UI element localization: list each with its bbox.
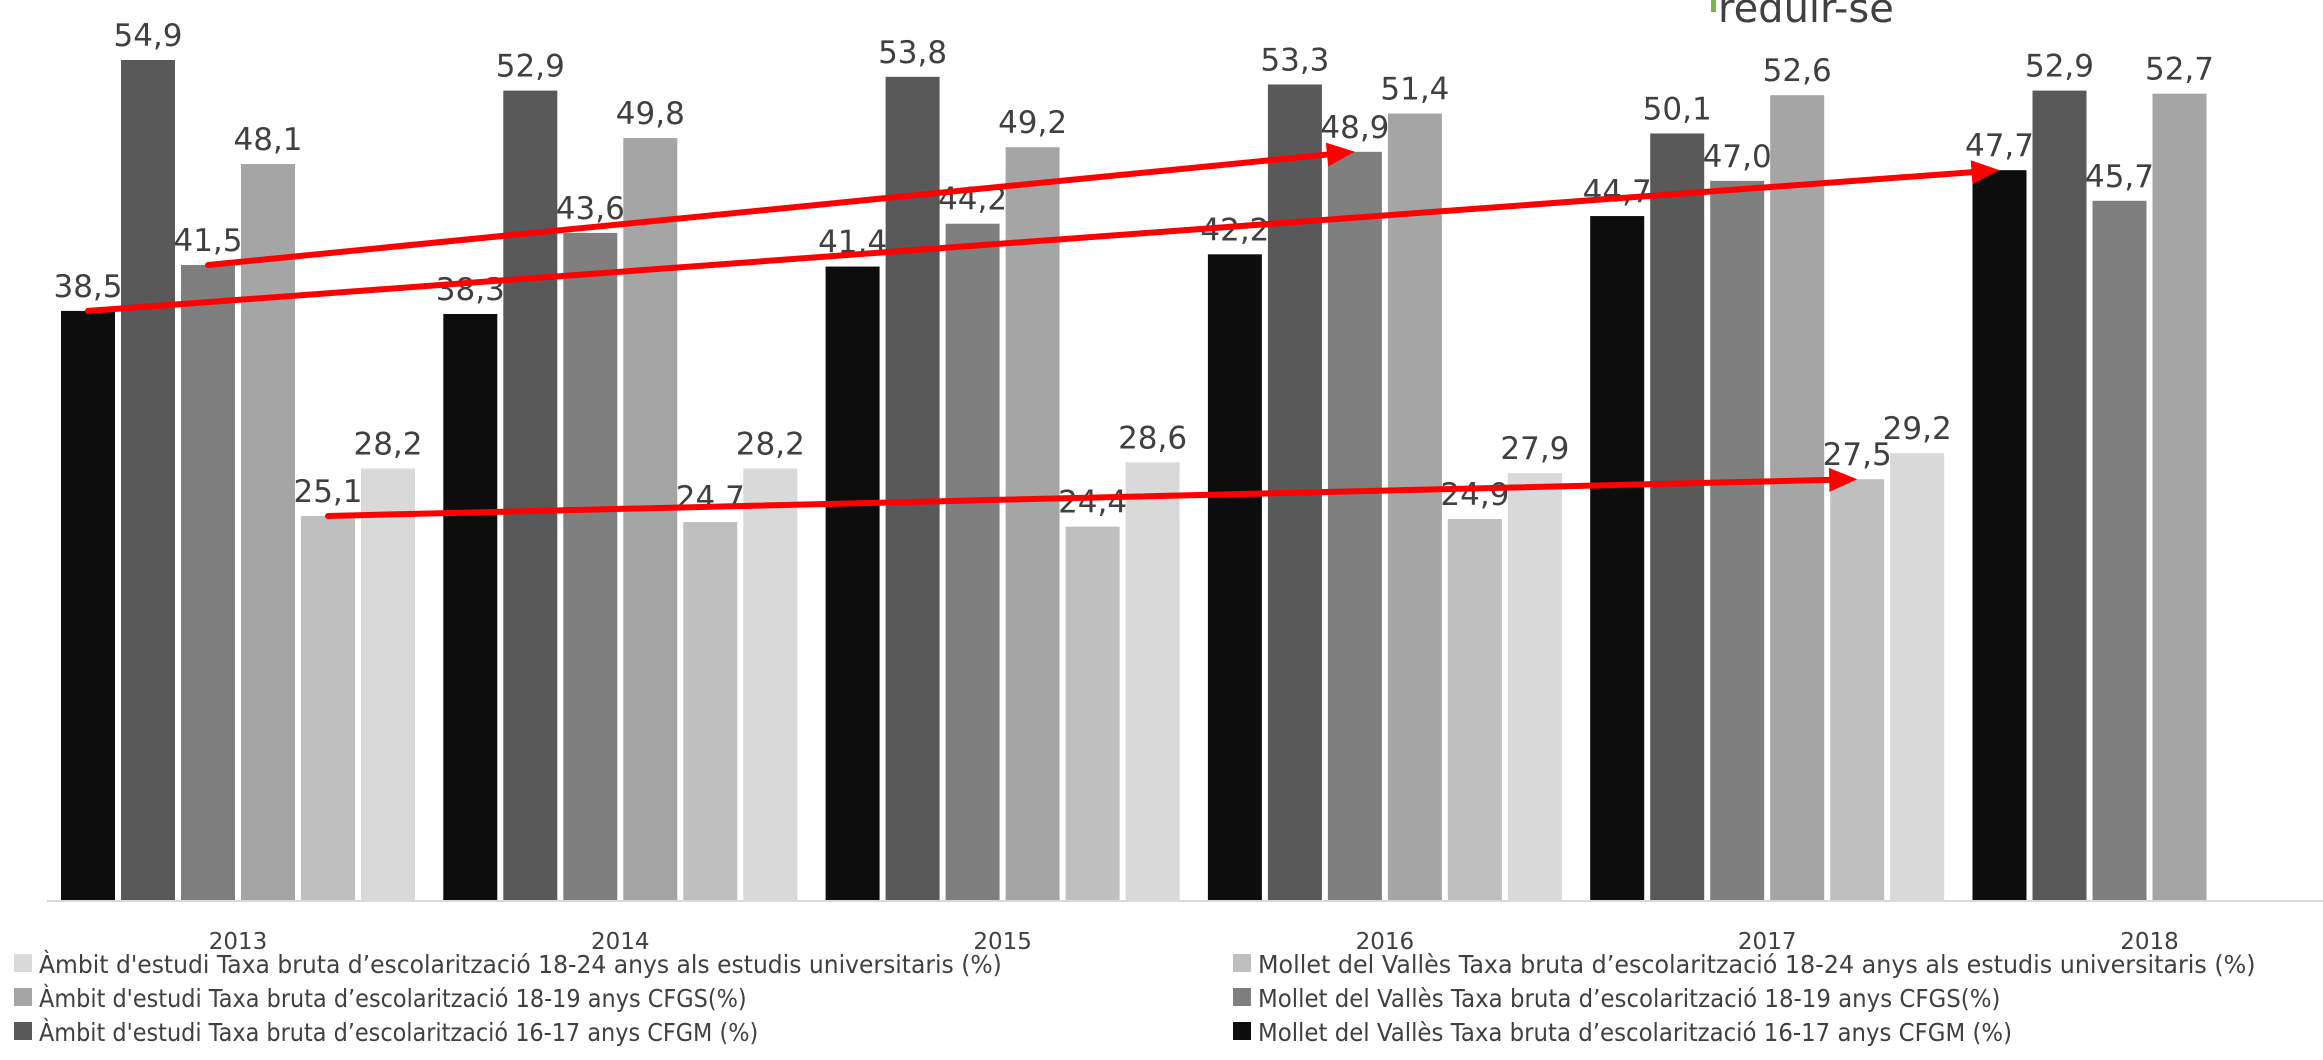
x-tick-label-2018: 2018: [2120, 929, 2179, 955]
legend-label-2: Mollet del Vallès Taxa bruta d’escolarit…: [1258, 950, 2256, 979]
bar-2016-series-3: [1327, 151, 1382, 900]
legend-swatch-6: [1233, 1022, 1251, 1040]
legend-swatch-5: [14, 1022, 32, 1040]
legend-label-3: Àmbit d'estudi Taxa bruta d’escolaritzac…: [39, 984, 747, 1013]
data-label-2018-series-3: 45,7: [2085, 159, 2154, 195]
legend-label-5: Àmbit d'estudi Taxa bruta d’escolaritzac…: [39, 1018, 758, 1047]
bar-2016-series-1: [1207, 254, 1262, 900]
bar-2013-series-3: [181, 265, 235, 900]
bar-2013-series-2: [121, 60, 175, 900]
data-label-2016-series-4: 51,4: [1380, 72, 1449, 108]
data-label-2017-series-1: 44,7: [1583, 174, 1652, 210]
data-label-2013-series-3: 41,5: [173, 223, 242, 259]
data-label-2013-series-6: 28,2: [353, 427, 422, 463]
corner-accent-mark: [1711, 0, 1716, 12]
bar-2013-series-1: [61, 310, 115, 900]
data-label-2018-series-4: 52,7: [2145, 52, 2214, 88]
bar-2015-series-5: [1065, 526, 1120, 900]
legend-label-4: Mollet del Vallès Taxa bruta d’escolarit…: [1258, 984, 2000, 1013]
bar-2013-series-5: [301, 515, 355, 900]
bar-2015-series-3: [945, 223, 1000, 901]
bar-2018-series-4: [2152, 93, 2207, 901]
data-label-2016-series-3: 48,9: [1320, 110, 1389, 146]
legend-swatch-2: [1233, 954, 1251, 972]
data-label-2015-series-6: 28,6: [1118, 420, 1187, 456]
bar-2017-series-1: [1590, 216, 1645, 901]
trend-arrow-line-1: [205, 151, 1331, 269]
data-label-2016-series-6: 27,9: [1500, 431, 1569, 467]
bar-2016-series-5: [1447, 519, 1502, 900]
data-label-2013-series-5: 25,1: [293, 474, 362, 510]
trend-arrow-head-2: [1970, 160, 2000, 185]
corner-cut-text: reduir-se: [1718, 0, 1894, 32]
bar-2017-series-3: [1710, 180, 1765, 900]
x-tick-label-2014: 2014: [591, 929, 650, 955]
bar-2015-series-4: [1005, 147, 1060, 900]
x-tick-label-2015: 2015: [973, 929, 1032, 955]
bar-2014-series-3: [563, 232, 618, 900]
bar-2013-series-4: [241, 164, 295, 901]
x-tick-label-2016: 2016: [1356, 929, 1415, 955]
bar-2015-series-2: [885, 76, 940, 900]
bar-2018-series-2: [2032, 90, 2087, 901]
bar-2015-series-1: [825, 266, 880, 900]
data-label-2018-series-2: 52,9: [2025, 49, 2094, 85]
bar-2014-series-4: [623, 138, 678, 901]
bar-2015-series-6: [1125, 462, 1180, 900]
bar-2017-series-4: [1770, 95, 1825, 900]
legend-swatch-3: [14, 988, 32, 1006]
legend-label-1: Àmbit d'estudi Taxa bruta d’escolaritzac…: [39, 950, 1002, 979]
x-tick-label-2017: 2017: [1738, 929, 1797, 955]
data-label-2017-series-3: 47,0: [1703, 139, 1772, 175]
data-label-2017-series-6: 29,2: [1883, 411, 1952, 447]
bar-2017-series-5: [1830, 479, 1885, 900]
bar-2014-series-1: [443, 313, 498, 900]
bar-2017-series-6: [1890, 453, 1945, 900]
data-label-2014-series-2: 52,9: [496, 49, 565, 85]
data-label-2015-series-2: 53,8: [878, 35, 947, 71]
bar-2018-series-3: [2092, 200, 2147, 901]
legend-swatch-4: [1233, 988, 1251, 1006]
data-label-2016-series-2: 53,3: [1260, 42, 1329, 78]
bar-2017-series-2: [1650, 133, 1705, 900]
data-label-2013-series-4: 48,1: [233, 122, 302, 158]
x-tick-label-2013: 2013: [209, 929, 268, 955]
trend-arrow-head-3: [1828, 467, 1858, 492]
data-label-2017-series-2: 50,1: [1643, 91, 1712, 127]
data-label-2016-series-5: 24,9: [1440, 477, 1509, 513]
bar-2014-series-5: [683, 522, 738, 900]
bar-2014-series-6: [743, 468, 798, 900]
data-label-2015-series-4: 49,2: [998, 105, 1067, 141]
legend-label-6: Mollet del Vallès Taxa bruta d’escolarit…: [1258, 1018, 2012, 1047]
bar-2013-series-6: [361, 468, 415, 900]
data-label-2017-series-5: 27,5: [1823, 437, 1892, 473]
bar-2014-series-2: [503, 90, 558, 901]
trend-arrow-head-1: [1325, 142, 1355, 167]
data-label-2014-series-1: 38,3: [436, 272, 505, 308]
bar-2018-series-1: [1972, 170, 2027, 900]
data-label-2013-series-1: 38,5: [53, 269, 122, 305]
legend-swatch-1: [14, 954, 32, 972]
data-label-2015-series-5: 24,4: [1058, 485, 1127, 521]
trend-arrow-line-2: [85, 169, 1975, 314]
data-label-2014-series-4: 49,8: [616, 96, 685, 132]
bar-2016-series-4: [1387, 113, 1442, 901]
data-label-2014-series-6: 28,2: [736, 427, 805, 463]
trend-arrow-line-3: [325, 476, 1833, 519]
data-label-2014-series-3: 43,6: [556, 191, 625, 227]
data-label-2018-series-1: 47,7: [1965, 128, 2034, 164]
data-label-2017-series-4: 52,6: [1763, 53, 1832, 89]
data-label-2013-series-2: 54,9: [113, 18, 182, 54]
data-label-2014-series-5: 24.7: [676, 480, 745, 516]
bar-2016-series-6: [1507, 473, 1562, 900]
